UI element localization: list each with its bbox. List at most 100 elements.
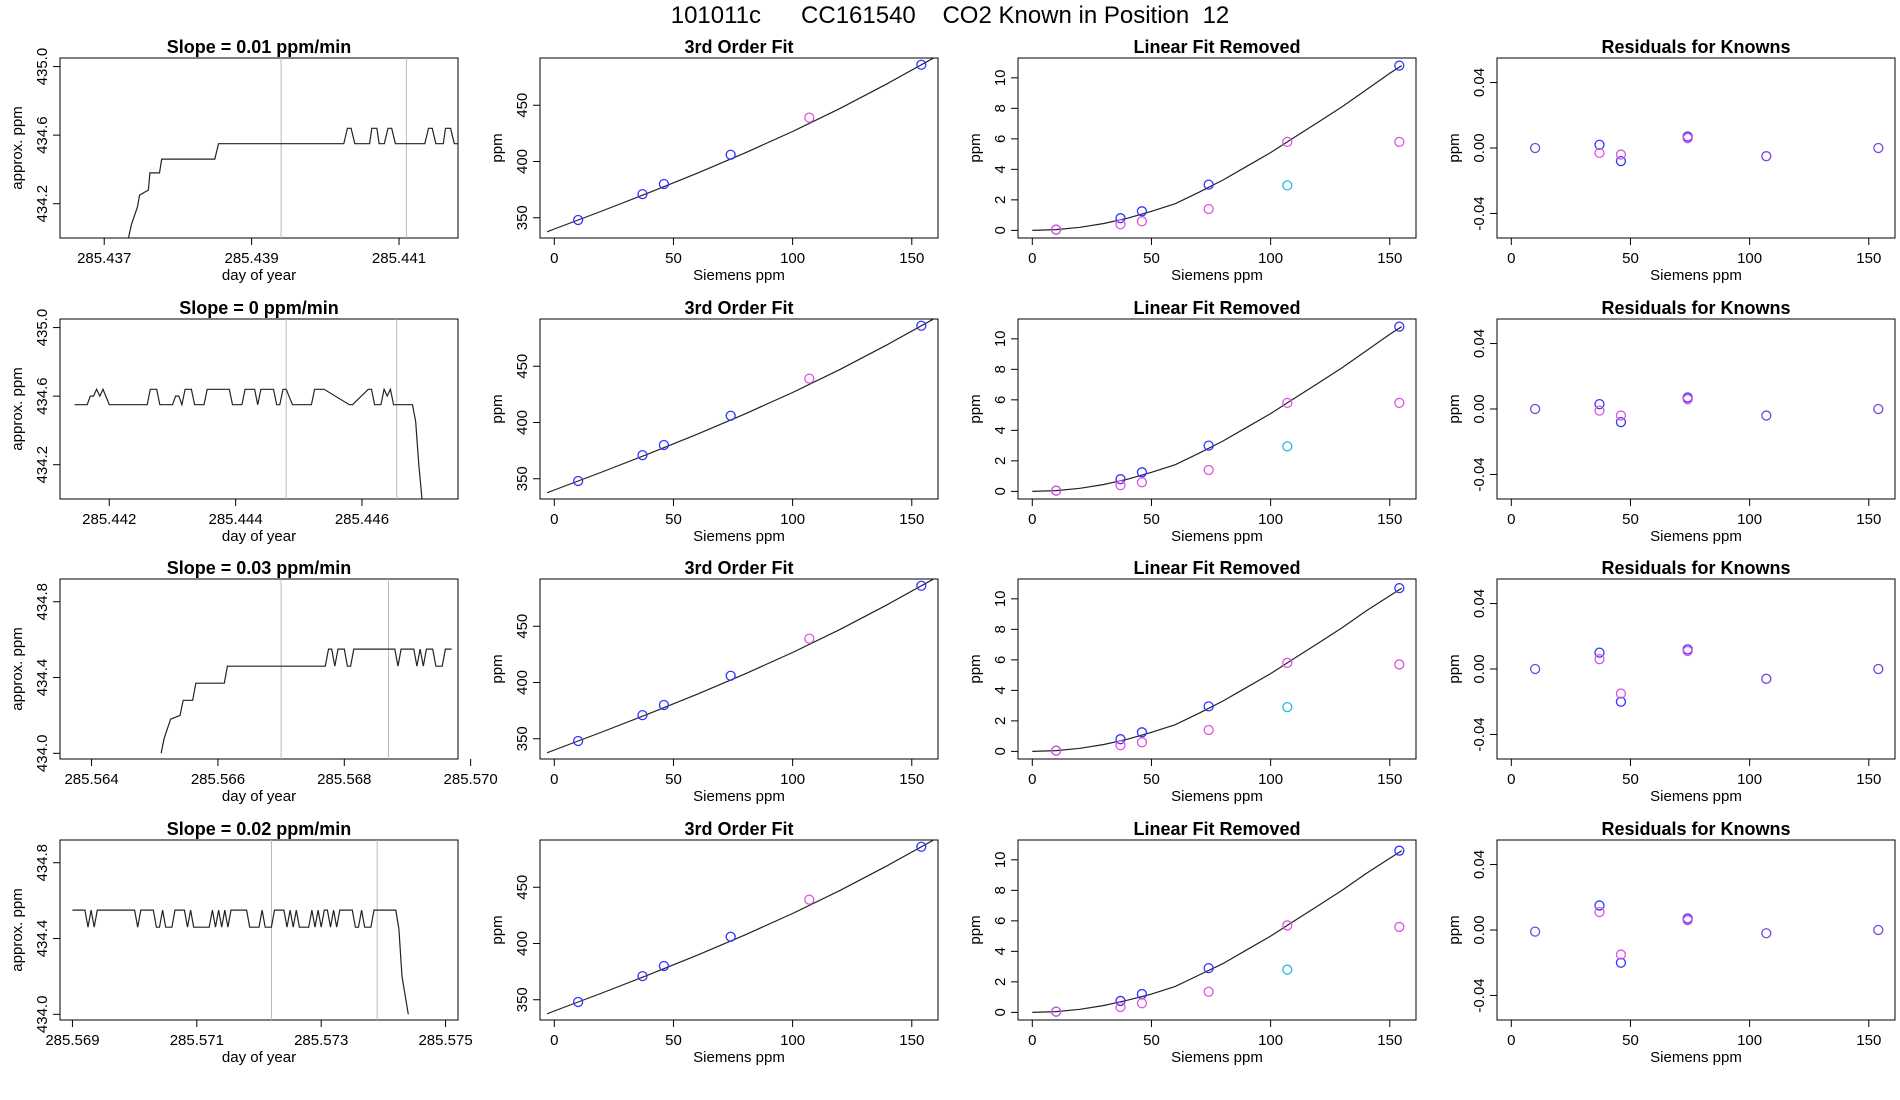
y-tick-label: 435.0 <box>34 48 51 86</box>
data-point <box>1873 663 1884 675</box>
data-layer <box>1032 321 1405 496</box>
panel-r1-c2: 3rd Order Fit 0 50 100 150 Siemens ppm 350 400 4… <box>489 37 939 284</box>
data-layer <box>1032 60 1405 235</box>
y-tick-label: -0.04 <box>1471 717 1488 751</box>
y-tick-label: -0.04 <box>1471 978 1488 1012</box>
data-point <box>1594 900 1605 911</box>
fit-curve <box>1032 850 1403 1013</box>
x-tick-label: 0 <box>1507 771 1515 788</box>
y-tick-label: 450 <box>514 614 531 639</box>
data-layer <box>1032 845 1405 1017</box>
data-point <box>1282 964 1293 975</box>
x-axis-label: Siemens ppm <box>1650 267 1742 284</box>
data-point <box>1394 321 1405 332</box>
data-point <box>1615 155 1627 167</box>
plot-frame <box>1496 578 1896 760</box>
data-point <box>637 970 648 982</box>
data-point <box>1282 701 1293 713</box>
data-point <box>1136 737 1148 748</box>
y-axis-label: ppm <box>489 654 506 683</box>
data-point <box>1394 136 1405 148</box>
y-tick-label: 6 <box>992 917 1009 925</box>
x-tick-label: 150 <box>1377 250 1402 267</box>
x-tick-label: 50 <box>1143 1032 1160 1049</box>
data-point <box>658 178 670 190</box>
y-tick-label: 434.0 <box>34 735 51 773</box>
fit-curve <box>1032 65 1403 231</box>
plot-frame <box>59 578 459 760</box>
y-tick-label: 0 <box>992 226 1009 234</box>
data-point <box>1615 949 1627 960</box>
panel-r1-c4: Residuals for Knowns 0 50 100 150 Siemens ppm… <box>1446 37 1896 284</box>
y-axis-label: ppm <box>489 915 506 944</box>
plot-frame <box>1017 839 1417 1021</box>
x-tick-label: 50 <box>1622 250 1639 267</box>
panel-title: Residuals for Knowns <box>1601 37 1790 57</box>
y-tick-label: 0.00 <box>1471 394 1488 423</box>
fit-curve <box>546 840 935 1015</box>
x-axis-label: day of year <box>222 788 296 805</box>
x-tick-label: 50 <box>1622 1032 1639 1049</box>
panel-r2-c3: Linear Fit Removed 0 50 100 150 Siemens ppm 0 2… <box>967 298 1417 545</box>
data-point <box>1873 142 1884 154</box>
x-tick-label: 0 <box>550 511 558 528</box>
y-tick-label: 350 <box>514 466 531 491</box>
y-tick-label: 434.6 <box>34 377 51 415</box>
y-tick-label: 10 <box>992 69 1009 86</box>
data-point <box>1136 727 1148 738</box>
x-tick-label: 150 <box>1377 771 1402 788</box>
y-axis-label: ppm <box>1446 394 1463 423</box>
panel-r1-c3: Linear Fit Removed 0 50 100 150 Siemens ppm 0 2… <box>967 37 1417 284</box>
data-layer <box>1529 392 1884 428</box>
y-axis-label: ppm <box>1446 915 1463 944</box>
plot-frame <box>539 839 939 1021</box>
data-point <box>1594 147 1605 159</box>
data-point <box>572 996 584 1008</box>
data-layer <box>1529 900 1884 968</box>
data-point <box>1050 224 1062 235</box>
panel-r3-c1: Slope = 0.03 ppm/min 285.564 285.566 285.56… <box>9 558 498 805</box>
y-tick-label: 350 <box>514 205 531 230</box>
x-tick-label: 285.439 <box>225 250 279 267</box>
data-layer <box>74 319 423 499</box>
x-tick-label: 285.575 <box>418 1032 472 1049</box>
data-point <box>1282 441 1293 452</box>
y-axis-label: approx. ppm <box>9 367 26 450</box>
x-axis-label: Siemens ppm <box>693 528 785 545</box>
data-point <box>1203 440 1214 451</box>
data-point <box>1203 701 1214 712</box>
x-tick-label: 50 <box>665 1032 682 1049</box>
data-point <box>1115 474 1126 485</box>
x-tick-label: 0 <box>1028 771 1036 788</box>
data-point <box>1115 1001 1126 1013</box>
y-axis-label: ppm <box>967 394 984 423</box>
x-tick-label: 100 <box>1258 1032 1283 1049</box>
panel-title: Linear Fit Removed <box>1133 558 1300 578</box>
data-layer <box>546 840 935 1015</box>
x-axis-label: Siemens ppm <box>1171 788 1263 805</box>
y-tick-label: 8 <box>992 365 1009 373</box>
y-tick-label: 2 <box>992 717 1009 725</box>
data-layer <box>546 579 935 754</box>
y-tick-label: 450 <box>514 875 531 900</box>
data-layer <box>546 319 935 494</box>
panel-r4-c2: 3rd Order Fit 0 50 100 150 Siemens ppm 350 400 4… <box>489 819 939 1066</box>
x-tick-label: 285.444 <box>209 511 263 528</box>
fit-curve <box>1032 326 1403 492</box>
y-tick-label: 434.2 <box>34 185 51 223</box>
y-tick-label: 434.8 <box>34 583 51 621</box>
x-tick-label: 285.569 <box>45 1032 99 1049</box>
x-tick-label: 50 <box>1143 771 1160 788</box>
data-point <box>1682 645 1693 657</box>
panel-title: Residuals for Knowns <box>1601 298 1790 318</box>
data-point <box>1203 986 1214 997</box>
x-tick-label: 100 <box>1737 511 1762 528</box>
fit-curve <box>546 58 935 233</box>
data-point <box>1615 696 1627 707</box>
data-point <box>1136 998 1148 1009</box>
fit-curve <box>546 579 935 754</box>
panel-title: 3rd Order Fit <box>684 37 793 57</box>
time-series-line <box>160 648 452 754</box>
x-tick-label: 0 <box>1028 1032 1036 1049</box>
data-point <box>1282 180 1293 191</box>
